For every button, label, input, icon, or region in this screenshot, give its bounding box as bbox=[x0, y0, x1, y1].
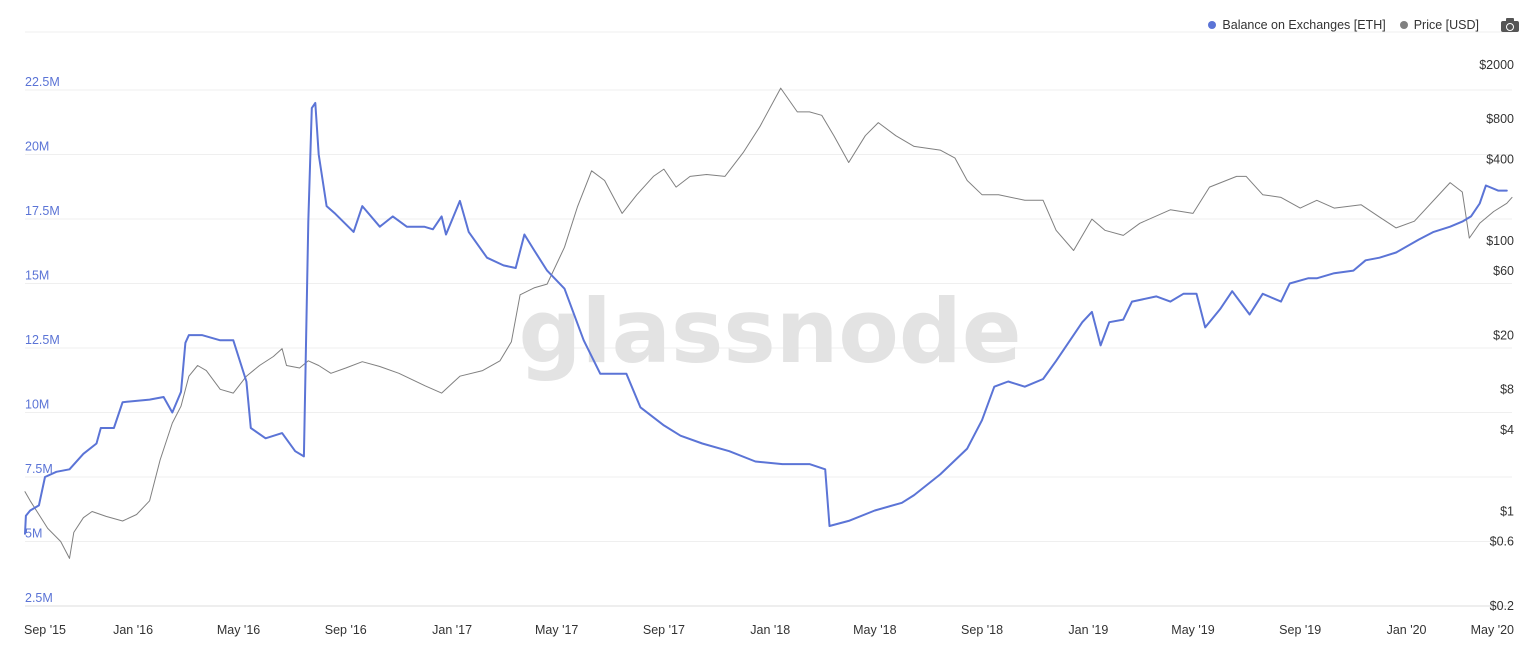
left-tick-label: 20M bbox=[25, 140, 49, 154]
legend-dot-balance bbox=[1208, 21, 1217, 29]
left-tick-label: 10M bbox=[25, 398, 49, 412]
left-tick-label: 15M bbox=[25, 269, 49, 283]
right-tick-label: $400 bbox=[1486, 153, 1514, 167]
x-tick-label: Jan '19 bbox=[1068, 623, 1108, 637]
x-tick-label: May '18 bbox=[853, 623, 896, 637]
right-tick-label: $0.6 bbox=[1490, 534, 1514, 548]
camera-icon[interactable] bbox=[1501, 18, 1519, 32]
legend-label-balance: Balance on Exchanges [ETH] bbox=[1222, 18, 1386, 32]
right-tick-label: $100 bbox=[1486, 234, 1514, 248]
x-axis: Sep '15 Jan '16 May '16 Sep '16 Jan '17 May '… bbox=[24, 623, 1514, 637]
x-tick-label: May '19 bbox=[1171, 623, 1214, 637]
x-tick-label: Sep '19 bbox=[1279, 623, 1321, 637]
x-tick-label: Sep '17 bbox=[643, 623, 685, 637]
x-tick-label: Sep '15 bbox=[24, 623, 66, 637]
balance-series[interactable] bbox=[24, 101, 1508, 535]
legend-dot-price bbox=[1399, 21, 1408, 29]
right-tick-label: $8 bbox=[1500, 382, 1514, 396]
right-tick-label: $0.2 bbox=[1490, 599, 1514, 613]
left-tick-label: 2.5M bbox=[25, 591, 53, 605]
right-tick-label: $1 bbox=[1500, 504, 1514, 518]
x-tick-label: Jan '20 bbox=[1387, 623, 1427, 637]
left-tick-label: 7.5M bbox=[25, 462, 53, 476]
x-tick-label: May '16 bbox=[217, 623, 260, 637]
right-tick-label: $4 bbox=[1500, 423, 1514, 437]
x-tick-label: Jan '18 bbox=[750, 623, 790, 637]
right-tick-label: $2000 bbox=[1479, 58, 1514, 72]
x-tick-label: Sep '16 bbox=[325, 623, 367, 637]
legend-label-price: Price [USD] bbox=[1413, 18, 1479, 32]
left-tick-label: 22.5M bbox=[25, 75, 60, 89]
x-tick-label: Jan '17 bbox=[432, 623, 472, 637]
legend-item-balance[interactable]: Balance on Exchanges [ETH] bbox=[1208, 18, 1386, 32]
watermark: glassnode bbox=[518, 280, 1021, 383]
gridlines bbox=[25, 31, 1512, 607]
x-tick-label: Jan '16 bbox=[113, 623, 153, 637]
price-line[interactable] bbox=[24, 87, 1513, 559]
right-tick-label: $20 bbox=[1493, 329, 1514, 343]
x-tick-label: May '20 bbox=[1471, 623, 1514, 637]
left-axis: 2.5M 5M 7.5M 10M 12.5M 15M 17.5M 20M 22.5M bbox=[25, 75, 60, 605]
x-tick-label: Sep '18 bbox=[961, 623, 1003, 637]
price-series[interactable] bbox=[24, 87, 1513, 559]
left-tick-label: 5M bbox=[25, 527, 42, 541]
left-tick-label: 17.5M bbox=[25, 204, 60, 218]
x-tick-label: May '17 bbox=[535, 623, 578, 637]
right-axis: $0.2 $0.6 $1 $4 $8 $20 $60 $100 $400 $800 $2000 bbox=[1479, 58, 1514, 613]
balance-line[interactable] bbox=[24, 101, 1508, 535]
right-tick-label: $60 bbox=[1493, 264, 1514, 278]
left-tick-label: 12.5M bbox=[25, 333, 60, 347]
right-tick-label: $800 bbox=[1486, 112, 1514, 126]
legend-item-price[interactable]: Price [USD] bbox=[1399, 18, 1479, 32]
legend: Balance on Exchanges [ETH] Price [USD] bbox=[1208, 18, 1519, 32]
